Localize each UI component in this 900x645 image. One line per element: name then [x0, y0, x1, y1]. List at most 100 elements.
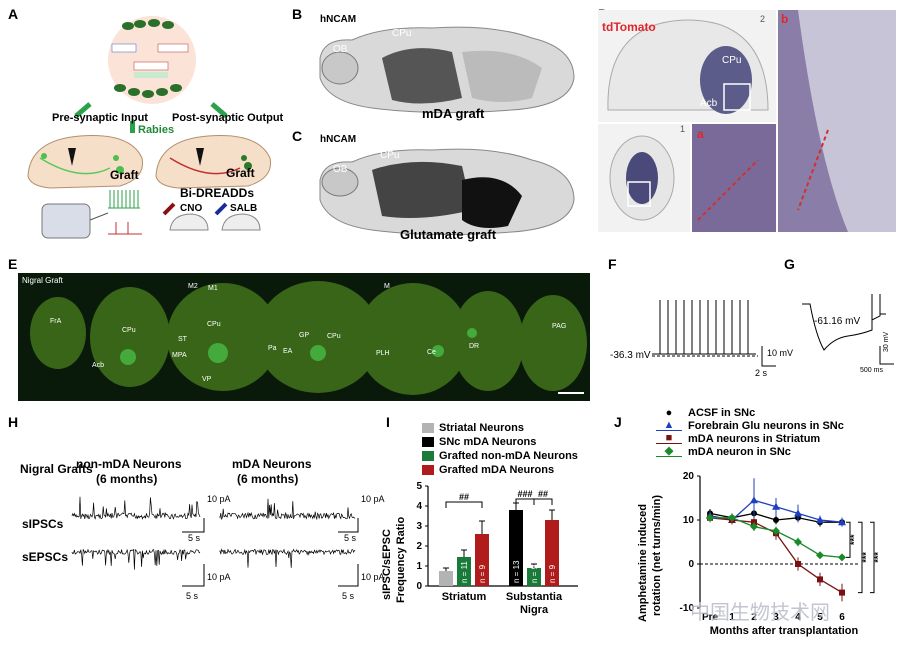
n-label: n = 9	[478, 564, 487, 583]
group-label: Nigra	[520, 604, 549, 616]
x-tick-label: 3	[773, 612, 779, 623]
x-axis-label: Months after transplantation	[710, 625, 859, 637]
panel-j-legend: ● ACSF in SNc ▲ Forebrain Glu neurons in SN…	[656, 406, 844, 458]
panel-b-caption: mDA graft	[422, 106, 485, 121]
y-tick-label: 2	[416, 541, 422, 552]
sig-bracket	[445, 501, 483, 508]
panel-g-voltage: -61.16 mV	[814, 316, 861, 327]
h-scale-s: 5 s	[188, 533, 201, 543]
data-point	[728, 513, 736, 522]
y-tick-label: 10	[683, 515, 695, 526]
graft-label-left: Graft	[110, 168, 139, 182]
panel-f-voltage: -36.3 mV	[610, 350, 651, 361]
data-point	[816, 551, 824, 560]
data-point	[750, 496, 758, 504]
legend-text: Forebrain Glu neurons in SNc	[688, 419, 844, 432]
panel-d-n1: 1	[680, 124, 686, 134]
region-label: PLH	[376, 350, 390, 357]
graft-label-right: Graft	[226, 166, 255, 180]
bar	[439, 571, 453, 586]
h-scale-pa: 10 pA	[361, 572, 385, 582]
h-scale-pa: 10 pA	[207, 572, 231, 582]
sig-label: ***	[873, 552, 883, 563]
panel-i-legend: Striatal Neurons SNc mDA Neurons Grafted n…	[422, 421, 578, 477]
panel-c-ob: OB	[333, 164, 348, 175]
rabies-label: Rabies	[138, 124, 175, 136]
panel-e-label: E	[8, 256, 18, 272]
panel-j-label: J	[614, 414, 622, 430]
data-point	[795, 561, 801, 567]
region-label: MPA	[172, 352, 187, 359]
sig-bracket	[515, 498, 535, 505]
panel-f-label: F	[608, 256, 617, 272]
h-scale-pa: 10 pA	[207, 494, 231, 504]
data-point	[773, 517, 779, 523]
panel-j-chart: -10 0 10 20 Pre 1 2 3 4 5 6 Months after transplant…	[680, 471, 883, 637]
panel-i-ylabel-1: sIPSC/sEPSC	[381, 529, 393, 600]
panel-d-marker: tdTomato	[602, 20, 656, 34]
n-label: n = 9	[548, 564, 557, 583]
n-label: n = 9	[530, 564, 539, 583]
panel-a-schematic	[27, 16, 272, 239]
legend-marker: ▲	[656, 420, 682, 431]
y-tick-label: 1	[416, 561, 422, 572]
legend-text: Grafted non-mDA Neurons	[439, 450, 578, 462]
sig-label: ##	[538, 489, 548, 499]
data-point	[794, 538, 802, 546]
bidreadds-label: Bi-DREADDs	[180, 186, 255, 200]
legend-marker: ■	[656, 433, 682, 444]
sig-bracket	[858, 521, 863, 594]
legend-item: Grafted non-mDA Neurons	[422, 449, 578, 463]
panel-d-acb: Acb	[700, 98, 718, 109]
region-label: CPu	[327, 333, 341, 340]
group-label: Striatum	[442, 591, 487, 603]
h-scale-s: 5 s	[342, 591, 355, 601]
region-label: CPu	[207, 321, 221, 328]
legend-item: Grafted mDA Neurons	[422, 463, 578, 477]
postsynaptic-label: Post-synaptic Output	[172, 112, 284, 124]
legend-swatch	[422, 423, 434, 433]
panel-d-sub-b: b	[781, 12, 789, 26]
cno-label: CNO	[180, 203, 203, 214]
legend-item: ▲ Forebrain Glu neurons in SNc	[656, 419, 844, 432]
bar	[545, 520, 559, 586]
x-tick-label: 2	[751, 612, 757, 623]
panel-b-label: B	[292, 6, 303, 22]
region-label: ST	[178, 336, 187, 343]
y-tick-label: 20	[683, 471, 695, 482]
panel-c-label: C	[292, 128, 303, 144]
panel-g-label: G	[784, 256, 795, 272]
region-label: PAG	[552, 323, 567, 330]
y-tick-label: 5	[416, 481, 422, 492]
n-label: n = 11	[460, 561, 469, 583]
h-scale-s: 5 s	[186, 591, 199, 601]
panel-e-title: Nigral Graft	[22, 276, 63, 285]
y-tick-label: 3	[416, 521, 422, 532]
data-point	[817, 576, 823, 583]
panel-h-col2b: (6 months)	[237, 472, 299, 486]
legend-swatch	[422, 437, 434, 447]
panel-c-marker: hNCAM	[320, 134, 357, 145]
region-label: CPu	[122, 327, 136, 334]
region-label: VP	[202, 376, 212, 383]
legend-text: ACSF in SNc	[688, 406, 756, 419]
panel-i-label: I	[386, 414, 390, 430]
salb-label: SALB	[230, 203, 258, 214]
x-tick-label: 4	[795, 612, 801, 623]
sig-label: ***	[849, 534, 859, 545]
panel-h-col1b: (6 months)	[96, 472, 158, 486]
data-point	[838, 553, 846, 562]
sig-bracket	[533, 498, 553, 505]
legend-text: SNc mDA Neurons	[439, 436, 537, 448]
panel-b-cpu: CPu	[392, 28, 412, 39]
y-tick-label: 0	[688, 559, 694, 570]
panel-h-label: H	[8, 414, 19, 430]
data-point	[839, 589, 845, 596]
data-point	[706, 513, 714, 522]
sig-label: ###	[517, 489, 532, 499]
data-point	[838, 518, 846, 526]
panel-c-cpu: CPu	[380, 150, 400, 161]
panel-b-marker: hNCAM	[320, 14, 357, 25]
panel-d-cpu: CPu	[722, 55, 742, 66]
